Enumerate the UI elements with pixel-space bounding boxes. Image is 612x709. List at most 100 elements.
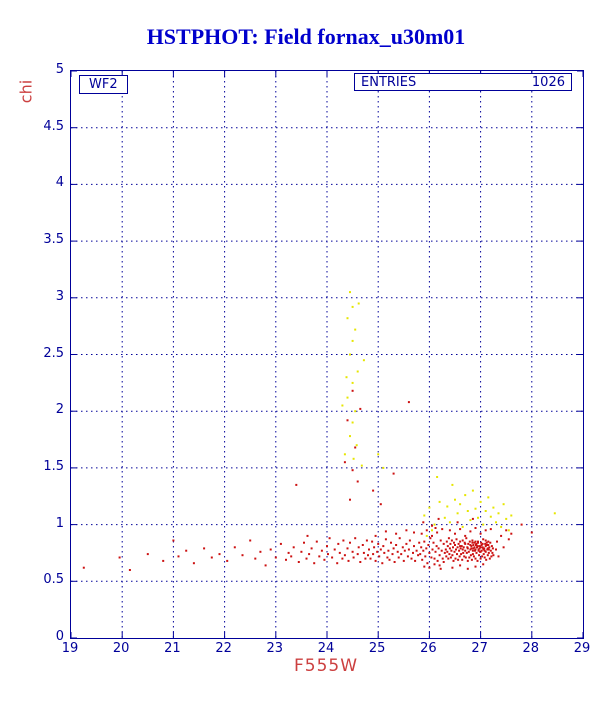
red-data-point (443, 551, 446, 554)
red-data-point (433, 563, 436, 566)
yellow-data-point (495, 521, 497, 524)
yellow-data-point (487, 496, 490, 499)
red-data-point (300, 550, 303, 553)
yellow-data-point (497, 512, 500, 515)
red-data-point (466, 559, 469, 562)
yellow-data-point (425, 534, 428, 537)
red-data-point (479, 546, 482, 549)
red-data-point (407, 548, 410, 551)
red-data-point (489, 549, 492, 552)
red-data-point (347, 559, 350, 562)
red-data-point (441, 528, 444, 531)
red-data-point (448, 547, 451, 550)
red-data-point (455, 548, 457, 551)
red-data-point (405, 529, 408, 532)
red-data-point (448, 529, 451, 532)
red-data-point (218, 553, 221, 556)
yellow-data-point (454, 498, 456, 501)
red-data-point (364, 557, 367, 560)
red-data-point (454, 544, 456, 546)
red-data-point (497, 555, 500, 558)
red-data-point (382, 545, 385, 548)
red-data-point (433, 557, 436, 560)
x-tick-label: 20 (112, 641, 130, 656)
red-data-point (483, 556, 486, 559)
red-data-point (413, 531, 415, 534)
red-data-point (482, 553, 485, 556)
red-data-point (465, 551, 468, 554)
red-data-point (426, 562, 429, 565)
red-data-point (459, 540, 462, 543)
x-tick-label: 25 (368, 641, 386, 656)
yellow-data-point (436, 476, 439, 478)
red-data-point (306, 534, 309, 537)
red-data-point (264, 564, 267, 567)
yellow-data-point (474, 507, 477, 510)
yellow-data-point (354, 328, 357, 331)
x-tick-label: 29 (573, 641, 591, 656)
yellow-data-point (505, 517, 508, 520)
red-data-point (379, 548, 382, 551)
red-data-point (384, 530, 387, 533)
red-data-point (269, 548, 272, 551)
red-data-point (383, 551, 386, 554)
red-data-point (408, 539, 411, 542)
x-tick-label: 19 (61, 641, 79, 656)
yellow-data-point (484, 510, 487, 512)
red-data-point (359, 407, 362, 410)
red-data-point (397, 556, 400, 559)
red-data-point (241, 554, 244, 557)
red-data-point (374, 534, 377, 537)
yellow-data-point (507, 529, 510, 532)
red-data-point (461, 558, 464, 561)
red-data-point (192, 562, 195, 565)
yellow-data-point (466, 510, 469, 512)
y-tick-label: 2 (55, 402, 64, 418)
red-data-point (445, 555, 448, 558)
y-tick-label: 1.5 (43, 458, 64, 474)
red-data-point (468, 556, 471, 559)
yellow-data-point (438, 500, 441, 503)
red-data-point (464, 534, 467, 537)
red-data-point (413, 545, 415, 548)
red-data-point (488, 557, 491, 560)
red-data-point (486, 547, 489, 550)
red-data-point (418, 541, 421, 544)
red-data-point (456, 553, 458, 556)
red-data-point (474, 565, 477, 568)
red-data-point (422, 549, 425, 552)
red-data-point (485, 541, 488, 544)
yellow-data-point (354, 410, 357, 413)
red-data-point (466, 546, 469, 549)
red-data-point (460, 545, 463, 548)
yellow-data-point (349, 435, 351, 438)
red-data-point (468, 540, 471, 543)
scatter-plot (71, 71, 583, 638)
red-data-point (274, 556, 277, 559)
red-data-point (435, 545, 438, 548)
red-data-point (393, 561, 396, 563)
red-data-point (486, 554, 489, 557)
red-data-point (402, 559, 405, 562)
red-data-point (333, 548, 336, 551)
y-tick-label: 1 (55, 515, 64, 531)
red-data-point (481, 555, 484, 558)
yellow-data-point (345, 376, 348, 379)
red-data-point (479, 550, 482, 553)
red-data-point (436, 531, 439, 534)
y-tick-label: 2.5 (43, 345, 64, 361)
red-data-point (428, 551, 431, 554)
page-title: HSTPHOT: Field fornax_u30m01 (146, 24, 466, 49)
red-data-point (410, 557, 413, 560)
red-data-point (480, 541, 483, 544)
red-data-point (453, 550, 456, 553)
red-data-point (356, 553, 359, 556)
red-data-point (486, 548, 489, 551)
red-data-point (371, 540, 374, 543)
red-data-point (466, 547, 469, 550)
red-data-point (336, 562, 339, 565)
red-data-point (457, 558, 460, 561)
red-data-point (354, 537, 357, 540)
yellow-data-point (443, 516, 446, 519)
red-data-point (436, 559, 439, 562)
